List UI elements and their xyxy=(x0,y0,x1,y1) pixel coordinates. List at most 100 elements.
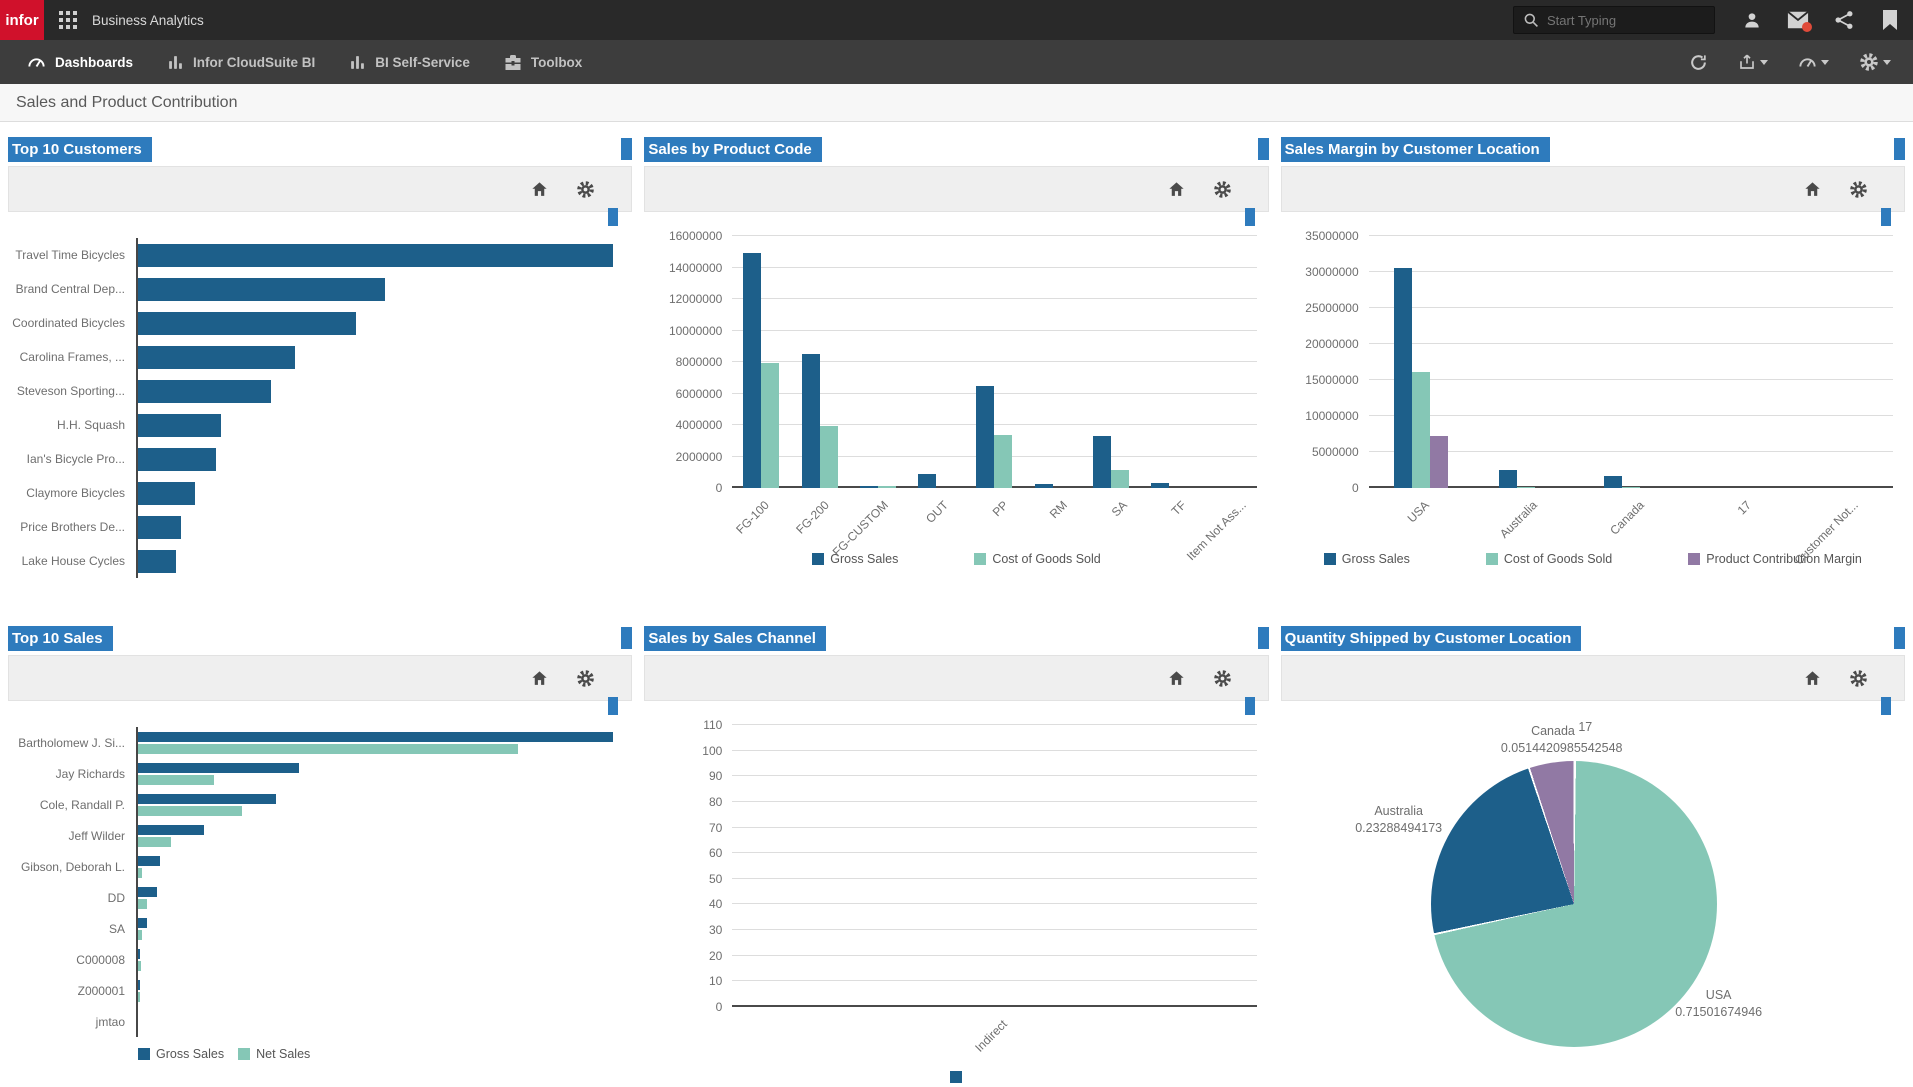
bar[interactable] xyxy=(877,485,896,488)
bar[interactable] xyxy=(138,805,243,816)
bar[interactable] xyxy=(1603,476,1622,488)
y-tick-label: 0 xyxy=(715,481,723,495)
legend-item[interactable]: Gross Sales xyxy=(1323,552,1410,566)
bar[interactable] xyxy=(1621,486,1640,488)
home-icon[interactable] xyxy=(1167,669,1186,688)
bar[interactable] xyxy=(138,481,195,505)
gear-icon[interactable] xyxy=(576,669,595,688)
dashboard-gauge-icon[interactable] xyxy=(1783,40,1844,84)
bar[interactable] xyxy=(138,762,300,773)
category-label: Steveson Sporting... xyxy=(16,384,125,398)
bar[interactable] xyxy=(1034,483,1053,488)
bar-group xyxy=(1498,236,1553,488)
legend-item[interactable]: Product Contribution Margin xyxy=(1688,552,1862,566)
y-tick-label: 20 xyxy=(708,948,723,963)
bar[interactable] xyxy=(918,473,937,488)
bar[interactable] xyxy=(801,354,820,488)
bar[interactable] xyxy=(138,379,271,403)
bar[interactable] xyxy=(138,960,142,971)
bar-group xyxy=(136,306,632,340)
bar[interactable] xyxy=(138,929,143,940)
share-icon[interactable] xyxy=(1821,0,1867,40)
bar[interactable] xyxy=(138,836,172,847)
bar[interactable] xyxy=(138,311,357,335)
bar[interactable] xyxy=(138,948,140,959)
bar[interactable] xyxy=(138,867,143,878)
export-icon[interactable] xyxy=(1723,40,1783,84)
bar[interactable] xyxy=(138,886,157,897)
bar[interactable] xyxy=(994,435,1013,488)
inbox-mail-icon[interactable] xyxy=(1775,0,1821,40)
bar[interactable] xyxy=(138,898,147,909)
tab-dashboards[interactable]: Dashboards xyxy=(10,40,150,84)
gear-icon[interactable] xyxy=(1213,669,1232,688)
pie[interactable] xyxy=(1430,761,1717,1047)
bar[interactable] xyxy=(1430,436,1449,488)
home-icon[interactable] xyxy=(530,180,549,199)
bar[interactable] xyxy=(138,413,222,437)
search-input[interactable] xyxy=(1547,12,1687,28)
bar[interactable] xyxy=(1110,469,1129,488)
bar[interactable] xyxy=(138,515,181,539)
bar[interactable] xyxy=(138,793,276,804)
bar[interactable] xyxy=(819,425,838,488)
bar[interactable] xyxy=(1412,372,1431,488)
home-icon[interactable] xyxy=(1167,180,1186,199)
bar[interactable] xyxy=(138,447,217,471)
bar[interactable] xyxy=(1394,267,1413,488)
tab-infor-cloudsuite-bi[interactable]: Infor CloudSuite BI xyxy=(150,40,332,84)
x-label-cell: FG-CUSTOM xyxy=(830,488,912,559)
bar[interactable] xyxy=(859,485,878,488)
bar[interactable] xyxy=(138,855,160,866)
legend-item[interactable]: Cost of Goods Sold xyxy=(974,552,1101,566)
bar[interactable] xyxy=(138,743,518,754)
bar[interactable] xyxy=(1516,487,1535,488)
legend-item[interactable]: Gross Sales xyxy=(812,552,898,566)
gear-icon[interactable] xyxy=(1213,180,1232,199)
user-icon[interactable] xyxy=(1729,0,1775,40)
gridline xyxy=(732,826,1257,828)
bar[interactable] xyxy=(761,362,780,488)
global-search[interactable] xyxy=(1513,6,1715,34)
bar[interactable] xyxy=(743,253,762,488)
bar[interactable] xyxy=(138,979,140,990)
bar[interactable] xyxy=(138,243,613,267)
home-icon[interactable] xyxy=(1803,669,1822,688)
tab-toolbox[interactable]: Toolbox xyxy=(487,40,600,84)
x-tick-label: FG-200 xyxy=(792,498,832,537)
chart-top-10-customers: Travel Time Bicycles Brand Central Dep...… xyxy=(8,212,632,609)
bar[interactable] xyxy=(976,385,995,488)
tab-bi-self-service[interactable]: BI Self-Service xyxy=(332,40,487,84)
home-icon[interactable] xyxy=(1803,180,1822,199)
selection-handle xyxy=(621,138,633,160)
bar[interactable] xyxy=(138,731,613,742)
bar[interactable] xyxy=(1092,436,1111,488)
home-icon[interactable] xyxy=(530,669,549,688)
refresh-icon[interactable] xyxy=(1674,40,1723,84)
bar[interactable] xyxy=(138,345,295,369)
bar[interactable] xyxy=(138,774,214,785)
bar[interactable] xyxy=(138,824,205,835)
legend-item[interactable] xyxy=(950,1071,963,1083)
legend-item[interactable]: Net Sales xyxy=(238,1047,310,1061)
bar[interactable] xyxy=(1498,470,1517,488)
y-tick-label: 15000000 xyxy=(1305,373,1359,387)
bar[interactable] xyxy=(1151,482,1170,488)
gear-icon[interactable] xyxy=(1849,180,1868,199)
gear-icon[interactable] xyxy=(1849,669,1868,688)
bar[interactable] xyxy=(138,277,385,301)
gridline xyxy=(1368,271,1893,272)
bar[interactable] xyxy=(138,991,140,1002)
legend-item[interactable]: Cost of Goods Sold xyxy=(1485,552,1612,566)
pie-label-name: Canada 17 xyxy=(1477,720,1647,740)
chevron-down-icon xyxy=(1821,59,1829,65)
app-menu-grid-icon[interactable] xyxy=(59,11,77,29)
bar[interactable] xyxy=(138,549,176,573)
gear-icon[interactable] xyxy=(576,180,595,199)
y-tick-label: 80 xyxy=(708,794,723,809)
infor-logo[interactable]: infor xyxy=(0,0,44,40)
bookmark-icon[interactable] xyxy=(1867,0,1913,40)
bar[interactable] xyxy=(138,917,147,928)
settings-gear-icon[interactable] xyxy=(1844,40,1913,84)
legend-item[interactable]: Gross Sales xyxy=(138,1047,224,1061)
